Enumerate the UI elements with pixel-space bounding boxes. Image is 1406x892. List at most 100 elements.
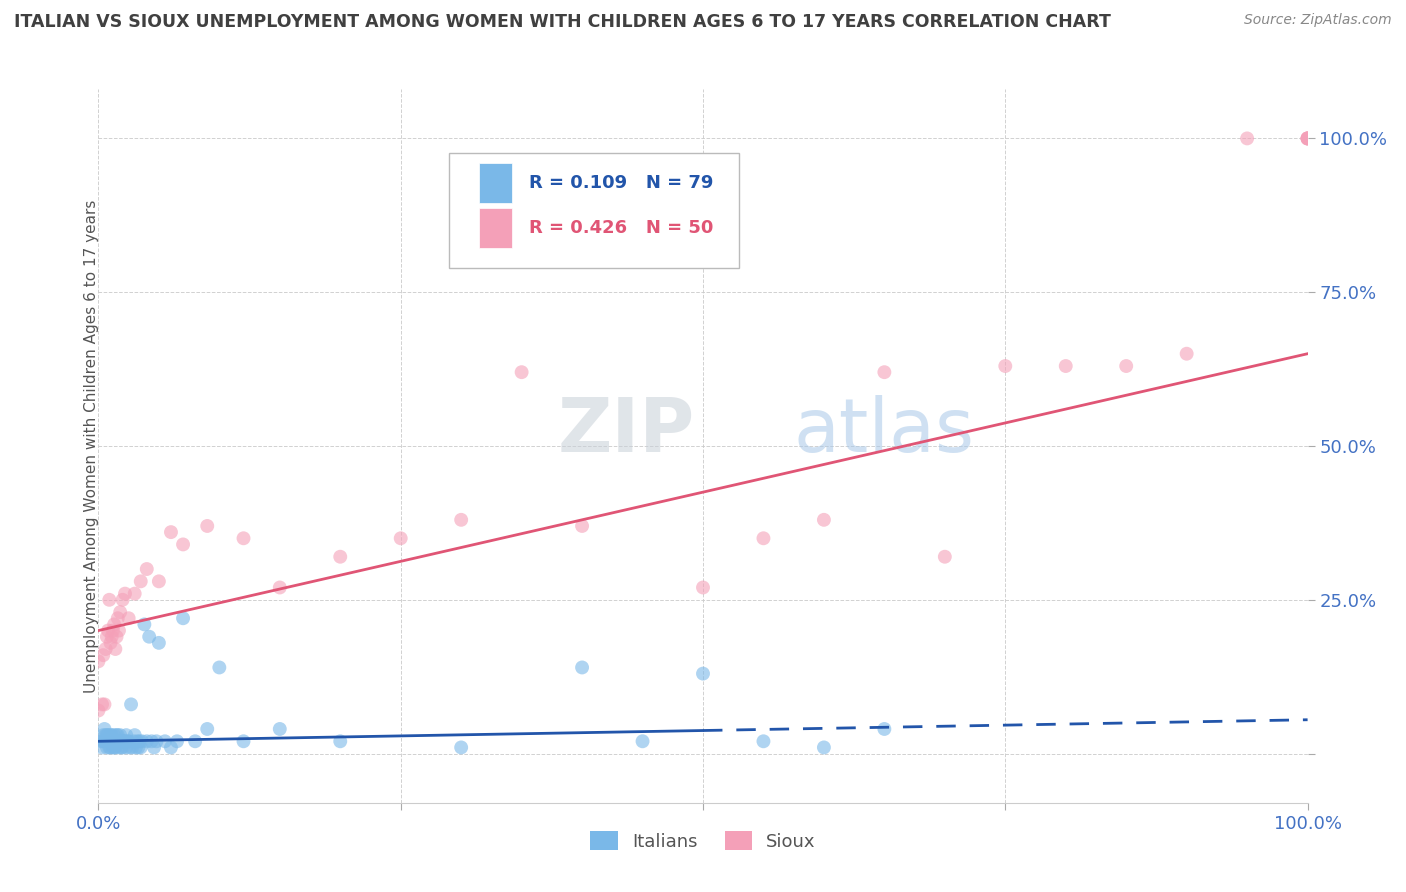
Point <box>87 704 110 718</box>
Text: R = 0.109   N = 79: R = 0.109 N = 79 <box>529 175 713 193</box>
Point <box>510 365 533 379</box>
Point <box>148 574 170 589</box>
Point <box>104 740 127 755</box>
Point <box>692 666 714 681</box>
Point <box>631 734 654 748</box>
Point <box>571 519 593 533</box>
Point <box>98 734 121 748</box>
Point <box>329 549 352 564</box>
Point <box>96 728 118 742</box>
Point <box>148 636 170 650</box>
Point <box>269 722 291 736</box>
Point <box>103 617 125 632</box>
Point <box>208 660 231 674</box>
Legend: Italians, Sioux: Italians, Sioux <box>583 824 823 858</box>
Point <box>98 592 121 607</box>
Point <box>1296 131 1319 145</box>
Point <box>121 740 143 755</box>
Point <box>108 734 131 748</box>
Point <box>752 531 775 545</box>
Point <box>118 611 141 625</box>
Point <box>389 531 412 545</box>
Point <box>329 734 352 748</box>
Point <box>1175 347 1198 361</box>
Point <box>166 734 188 748</box>
Point <box>114 734 136 748</box>
Point <box>107 611 129 625</box>
Point <box>118 740 141 755</box>
Point <box>110 740 132 755</box>
Point <box>100 636 122 650</box>
Point <box>232 531 254 545</box>
Point <box>129 574 152 589</box>
Point <box>111 592 134 607</box>
Point <box>934 549 956 564</box>
Point <box>90 734 112 748</box>
Point <box>873 365 896 379</box>
Point <box>101 624 124 638</box>
Text: ZIP: ZIP <box>558 395 695 468</box>
Point <box>97 734 120 748</box>
Point <box>124 587 146 601</box>
Point <box>108 734 131 748</box>
Point <box>103 734 125 748</box>
Point <box>117 734 139 748</box>
Point <box>1296 131 1319 145</box>
Point <box>450 740 472 755</box>
Point <box>571 660 593 674</box>
Point <box>101 734 124 748</box>
Point <box>813 740 835 755</box>
Point <box>91 698 114 712</box>
Point <box>110 734 132 748</box>
Point <box>269 581 291 595</box>
Point <box>127 740 149 755</box>
Text: R = 0.426   N = 50: R = 0.426 N = 50 <box>529 219 713 237</box>
Point <box>91 648 114 662</box>
Point <box>134 617 156 632</box>
Point <box>97 624 120 638</box>
Point <box>125 740 148 755</box>
Text: Source: ZipAtlas.com: Source: ZipAtlas.com <box>1244 13 1392 28</box>
Point <box>1296 131 1319 145</box>
Point <box>91 728 114 742</box>
Point <box>232 734 254 748</box>
Point <box>100 734 122 748</box>
Point <box>112 734 135 748</box>
Point <box>1296 131 1319 145</box>
Point <box>111 740 134 755</box>
Point <box>128 734 150 748</box>
Point <box>994 359 1017 373</box>
Point <box>98 740 121 755</box>
Point <box>103 728 125 742</box>
Point <box>115 728 138 742</box>
Point <box>91 734 114 748</box>
Point <box>100 728 122 742</box>
Point <box>107 728 129 742</box>
Point <box>450 513 472 527</box>
Point <box>100 728 122 742</box>
Point <box>87 654 110 668</box>
Point <box>172 537 194 551</box>
Point <box>1054 359 1077 373</box>
Point <box>172 611 194 625</box>
Point <box>1115 359 1137 373</box>
Point <box>93 698 115 712</box>
Point <box>145 734 167 748</box>
Point <box>122 734 145 748</box>
Point <box>114 587 136 601</box>
Point <box>104 734 127 748</box>
Point <box>153 734 176 748</box>
Point <box>100 630 122 644</box>
Point <box>105 630 128 644</box>
Point <box>873 722 896 736</box>
FancyBboxPatch shape <box>449 153 740 268</box>
Point <box>108 740 131 755</box>
Point <box>105 728 128 742</box>
Point <box>96 740 118 755</box>
Point <box>1236 131 1258 145</box>
Point <box>138 630 160 644</box>
Point <box>813 513 835 527</box>
Point <box>93 734 115 748</box>
Y-axis label: Unemployment Among Women with Children Ages 6 to 17 years: Unemployment Among Women with Children A… <box>84 199 98 693</box>
Point <box>184 734 207 748</box>
